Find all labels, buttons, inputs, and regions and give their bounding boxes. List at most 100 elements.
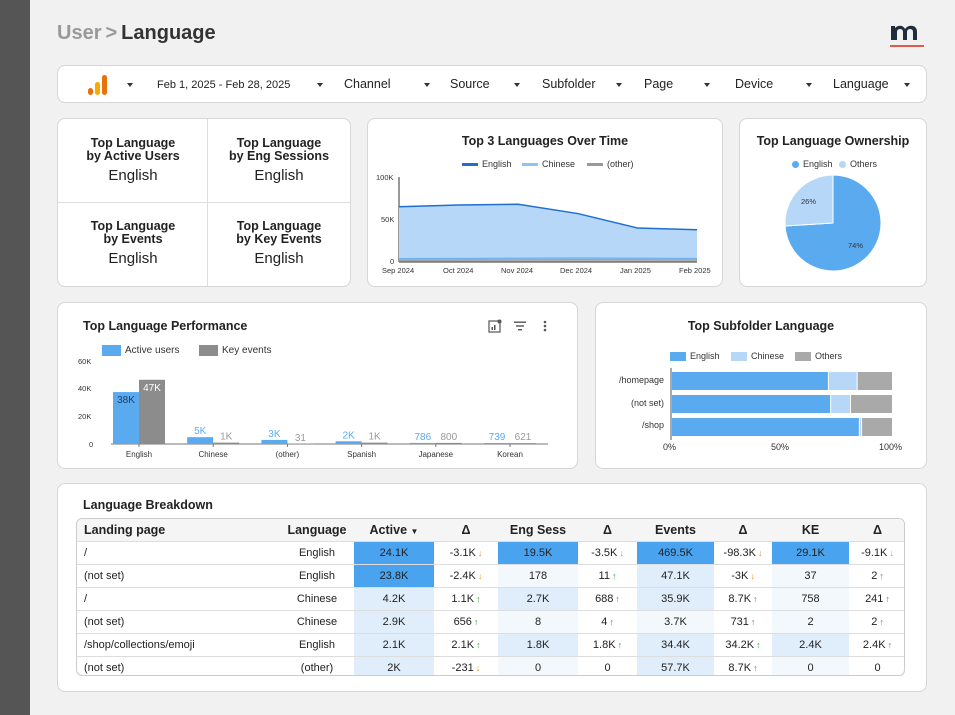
bar-key-events[interactable] [510, 443, 536, 444]
bar-active-users[interactable] [187, 437, 214, 444]
table-cell: -3.5K ↓ [578, 540, 637, 564]
more-options-icon[interactable] [538, 319, 552, 333]
column-header[interactable]: Δ [578, 519, 637, 541]
table-row[interactable]: / English 24.1K -3.1K ↓ 19.5K -3.5K ↓ 469.5K -98.… [77, 540, 904, 564]
cell-value: 688 [595, 592, 614, 605]
bar-segment-others[interactable] [851, 395, 892, 413]
x-tick-label: Nov 2024 [501, 266, 534, 275]
x-tick-label: 100% [879, 442, 903, 452]
subfolder-language-card: Top Subfolder Language English Chinese O… [595, 302, 927, 469]
filter-device[interactable]: Device [735, 77, 774, 91]
legend-swatch [839, 160, 846, 168]
legend-label: English [690, 351, 720, 361]
arrow-down-icon: ↓ [750, 570, 755, 581]
bar-active-users[interactable] [113, 392, 139, 444]
table-row[interactable]: / Chinese 4.2K 1.1K ↑ 2.7K 688 ↑ 35.9K 8.7K ↑ 758 24… [77, 586, 904, 610]
kpi-events: Top Language by Events English [60, 219, 206, 268]
cell-value: Chinese [296, 615, 338, 628]
bar-segment-english[interactable] [672, 395, 831, 413]
kpi-active-users: Top Language by Active Users English [60, 137, 206, 185]
chevron-down-icon[interactable] [514, 83, 520, 87]
cell-value: (other) [300, 661, 334, 674]
language-ownership-card: Top Language Ownership English Others 74… [739, 118, 927, 287]
chevron-down-icon[interactable] [704, 83, 710, 87]
table-cell: 688 ↑ [578, 586, 637, 610]
series-line [398, 257, 698, 260]
column-header[interactable]: Events [637, 519, 714, 541]
cell-value: 178 [528, 569, 548, 582]
bar-segment-english[interactable] [672, 418, 859, 436]
arrow-up-icon: ↑ [753, 662, 758, 673]
table-cell: 0 [772, 655, 849, 675]
left-sidebar [0, 0, 30, 715]
bar-key-events[interactable] [435, 442, 462, 444]
table-row[interactable]: (not set) Chinese 2.9K 656 ↑ 8 4 ↑ 3.7K 731 ↑ 2 2 ↑ [77, 609, 904, 633]
table-cell: 758 [772, 586, 849, 610]
chevron-down-icon[interactable] [127, 83, 133, 87]
bar-key-events[interactable] [213, 442, 240, 444]
chevron-down-icon[interactable] [616, 83, 622, 87]
kpi-label: Top Language [236, 136, 322, 150]
table-row[interactable]: (not set) English 23.8K -2.4K ↓ 178 11 ↑ 47.1K -3… [77, 563, 904, 587]
breadcrumb-parent[interactable]: User [57, 22, 102, 44]
bar-segment-english[interactable] [672, 372, 828, 390]
bar-active-users[interactable] [409, 442, 436, 444]
table-row[interactable]: /shop/collections/emoji English 2.1K 2.1K ↑ 1… [77, 632, 904, 656]
column-header[interactable]: Δ [849, 519, 904, 541]
cell-value: Chinese [296, 592, 338, 605]
column-header[interactable]: Δ [714, 519, 772, 541]
bar-key-events[interactable] [139, 379, 165, 444]
analytics-icon[interactable] [86, 74, 110, 96]
filter-page[interactable]: Page [644, 77, 674, 91]
bar-segment-chinese[interactable] [859, 418, 862, 436]
date-range-picker[interactable]: Feb 1, 2025 - Feb 28, 2025 [157, 79, 291, 91]
bar-segment-others[interactable] [857, 372, 892, 390]
chevron-down-icon[interactable] [317, 83, 323, 87]
column-header[interactable]: KE [772, 519, 849, 541]
legend-swatch [199, 345, 218, 356]
pie-label: 74% [848, 241, 864, 250]
bar-active-users[interactable] [484, 442, 510, 444]
bar-key-events[interactable] [361, 442, 388, 444]
table-cell: -9.1K ↓ [849, 540, 904, 564]
filter-language[interactable]: Language [833, 77, 889, 91]
filter-source[interactable]: Source [450, 77, 490, 91]
row-label: /homepage [618, 375, 664, 385]
sort-desc-icon[interactable]: ▼ [410, 526, 419, 536]
cell-value: 0 [807, 661, 814, 674]
table-cell: English [280, 540, 354, 564]
bar-segment-chinese[interactable] [831, 395, 851, 413]
pie-slice-others[interactable] [784, 174, 834, 227]
column-header[interactable]: Active ▼ [354, 519, 434, 541]
legend-swatch [587, 162, 603, 166]
chevron-down-icon[interactable] [424, 83, 430, 87]
cell-value: 1.1K [451, 592, 475, 605]
cell-value: 11 [598, 569, 610, 582]
cell-value: 2.7K [526, 592, 550, 605]
y-tick-label: 50K [381, 215, 395, 224]
column-header[interactable]: Language [280, 519, 354, 541]
table-row[interactable]: (not set) (other) 2K -231 ↓ 0 0 57.7K 8.7K ↑ 0 0 [77, 655, 904, 675]
column-header[interactable]: Δ [434, 519, 498, 541]
kpi-label: Top Language [90, 219, 176, 233]
bar-active-users[interactable] [335, 441, 362, 444]
filter-channel[interactable]: Channel [344, 77, 391, 91]
data-label: 2K [342, 430, 355, 441]
table-cell: 2.9K [354, 609, 434, 633]
column-header[interactable]: Eng Sess [498, 519, 578, 541]
arrow-down-icon: ↓ [889, 547, 894, 558]
filter-subfolder[interactable]: Subfolder [542, 77, 596, 91]
data-label: 786 [414, 432, 431, 443]
column-header[interactable]: Landing page [77, 519, 280, 541]
chevron-down-icon[interactable] [904, 83, 910, 87]
bar-segment-others[interactable] [862, 418, 892, 436]
stacked-bar-chart [670, 368, 892, 440]
chevron-down-icon[interactable] [806, 83, 812, 87]
bar-key-events[interactable] [287, 443, 314, 445]
table-cell: -231 ↓ [434, 655, 498, 675]
x-tick-label: Spanish [347, 450, 376, 459]
bar-active-users[interactable] [261, 439, 288, 444]
filter-icon[interactable] [513, 319, 527, 333]
chart-settings-icon[interactable] [488, 319, 502, 333]
bar-segment-chinese[interactable] [828, 372, 857, 390]
